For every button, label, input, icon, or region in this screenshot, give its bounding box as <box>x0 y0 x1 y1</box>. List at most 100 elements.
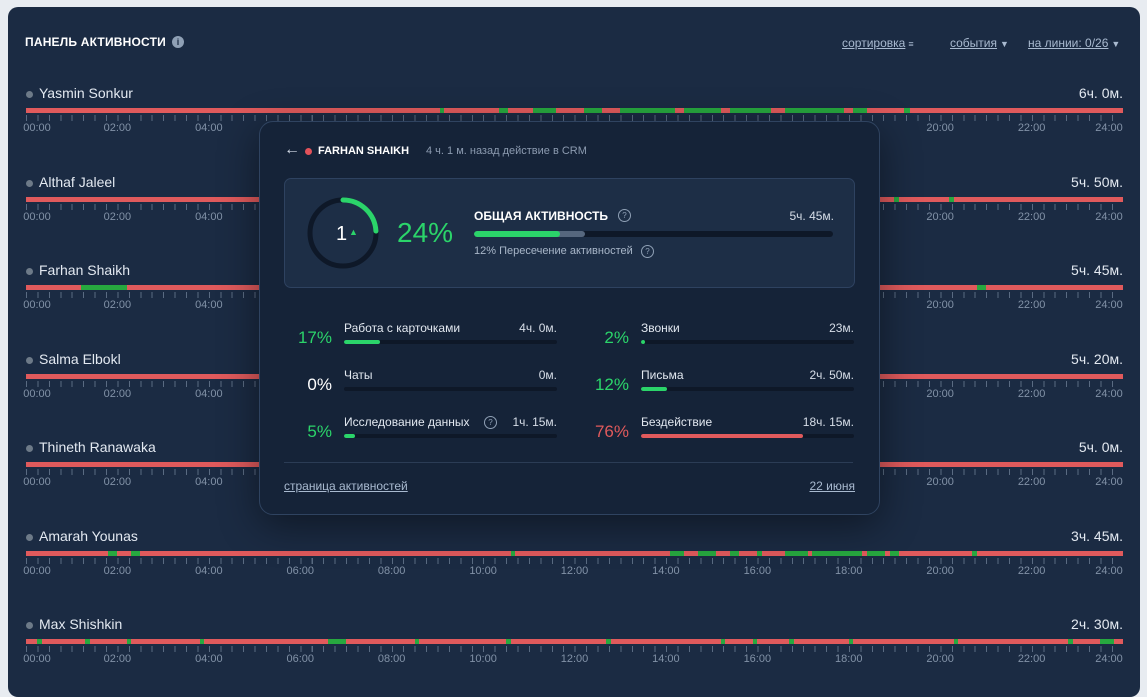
time-label: 04:00 <box>195 299 223 311</box>
time-label: 04:00 <box>195 210 223 223</box>
time-label: 00:00 <box>23 387 51 400</box>
time-label: 00:00 <box>23 653 51 665</box>
time-label: 02:00 <box>103 387 132 400</box>
events-dropdown[interactable]: события ▼ <box>950 36 1009 50</box>
metric-item: 12% Письма 2ч. 50м. <box>581 365 854 405</box>
active-segment <box>848 639 854 644</box>
activity-page-link[interactable]: страница активностей <box>284 479 408 493</box>
time-label: 02:00 <box>103 564 132 577</box>
metric-percent: 12% <box>594 375 629 394</box>
user-activity-popup: ← FARHAN SHAIKH 4 ч. 1 м. назад действие… <box>259 121 880 515</box>
user-name[interactable]: Farhan Shaikh <box>39 262 131 278</box>
metric-time: 1ч. 15м. <box>512 415 557 429</box>
time-label: 04:00 <box>195 653 223 665</box>
user-total-time: 2ч. 30м. <box>1071 616 1123 632</box>
user-name[interactable]: Yasmin Sonkur <box>39 85 133 101</box>
active-segment <box>972 550 977 556</box>
time-label: 20:00 <box>926 564 954 577</box>
time-label: 18:00 <box>834 564 863 577</box>
time-label: 00:00 <box>23 122 51 134</box>
status-dot <box>26 445 33 452</box>
active-segment <box>439 108 445 113</box>
metric-item: 0% Чаты 0м. <box>284 365 557 405</box>
activity-bar[interactable] <box>26 550 1123 556</box>
time-label: 22:00 <box>1017 210 1046 223</box>
time-label: 22:00 <box>1017 387 1046 400</box>
time-label: 20:00 <box>926 653 954 665</box>
active-segment <box>903 108 911 113</box>
time-label: 02:00 <box>103 653 132 665</box>
metric-label: Исследование данных <box>344 415 470 429</box>
overall-title: ОБЩАЯ АКТИВНОСТЬ <box>474 209 609 223</box>
user-name[interactable]: Salma Elbokl <box>39 350 121 367</box>
user-total-time: 5ч. 0м. <box>1078 439 1123 455</box>
time-label: 22:00 <box>1017 299 1046 311</box>
help-icon[interactable]: ? <box>641 245 654 258</box>
time-label: 18:00 <box>834 653 863 665</box>
time-label: 00:00 <box>23 210 51 223</box>
active-segment <box>889 550 900 556</box>
user-row[interactable]: Max Shishkin 2ч. 30м. 00:00 02:00 04:00 06:00… <box>23 616 1123 697</box>
time-label: 02:00 <box>103 299 132 311</box>
metric-fill <box>344 340 381 344</box>
overall-progress <box>474 231 833 237</box>
metric-item: 2% Звонки 23м. <box>581 318 854 358</box>
time-label: 24:00 <box>1095 564 1123 577</box>
time-label: 24:00 <box>1095 299 1123 311</box>
metric-track <box>344 434 557 438</box>
user-name[interactable]: Althaf Jaleel <box>39 173 116 190</box>
active-segment <box>752 639 758 644</box>
time-label: 14:00 <box>652 564 680 577</box>
time-label: 20:00 <box>926 210 954 223</box>
metric-label: Работа с карточками <box>344 321 461 335</box>
active-segment <box>720 639 726 644</box>
overall-fill <box>474 231 561 237</box>
metric-time: 4ч. 0м. <box>519 321 557 335</box>
status-dot <box>26 268 33 275</box>
help-icon[interactable]: ? <box>484 416 497 429</box>
status-dot <box>305 148 312 155</box>
activity-bar[interactable] <box>26 639 1123 644</box>
metric-time: 23м. <box>829 321 854 335</box>
metric-track <box>641 434 854 438</box>
time-label: 04:00 <box>195 387 223 400</box>
active-segment <box>729 108 772 113</box>
timeline-labels: 00:00 02:00 04:00 06:00 08:00 10:00 12:00 14:00… <box>23 653 1123 667</box>
user-total-time: 5ч. 45м. <box>1071 262 1123 278</box>
user-name[interactable]: Amarah Younas <box>39 527 138 544</box>
help-icon[interactable]: ? <box>618 209 631 222</box>
active-segment <box>867 550 886 556</box>
active-segment <box>414 639 420 644</box>
user-total-time: 6ч. 0м. <box>1078 85 1123 101</box>
metric-track <box>344 387 557 391</box>
online-dropdown[interactable]: на линии: 0/26 ▼ <box>1028 36 1120 50</box>
metric-percent: 5% <box>307 422 332 441</box>
date-link[interactable]: 22 июня <box>809 479 855 493</box>
metric-track <box>344 340 557 344</box>
time-label: 24:00 <box>1095 210 1123 223</box>
time-label: 24:00 <box>1095 122 1123 134</box>
status-dot <box>26 91 33 98</box>
active-segment <box>684 108 721 113</box>
time-label: 20:00 <box>926 387 954 400</box>
active-segment <box>606 639 612 644</box>
active-segment <box>976 285 986 290</box>
user-row[interactable]: Amarah Younas 3ч. 45м. 00:00 02:00 04:00 06:0… <box>23 527 1123 616</box>
user-name[interactable]: Max Shishkin <box>39 616 123 632</box>
active-segment <box>894 196 900 202</box>
time-label: 00:00 <box>23 299 51 311</box>
metric-item: 17% Работа с карточками 4ч. 0м. <box>284 318 557 358</box>
sort-button[interactable]: сортировка ≡ <box>842 36 914 50</box>
active-segment <box>949 196 954 202</box>
metric-track <box>641 387 854 391</box>
back-arrow-icon[interactable]: ← <box>284 141 300 158</box>
active-segment <box>757 550 762 556</box>
timeline-ticks <box>26 557 1123 564</box>
info-icon[interactable]: i <box>172 36 184 48</box>
active-segment <box>1068 639 1073 644</box>
metric-label: Бездействие <box>641 415 713 429</box>
activity-bar[interactable] <box>26 108 1123 113</box>
overall-time: 5ч. 45м. <box>789 209 834 223</box>
user-name[interactable]: Thineth Ranawaka <box>39 439 156 455</box>
